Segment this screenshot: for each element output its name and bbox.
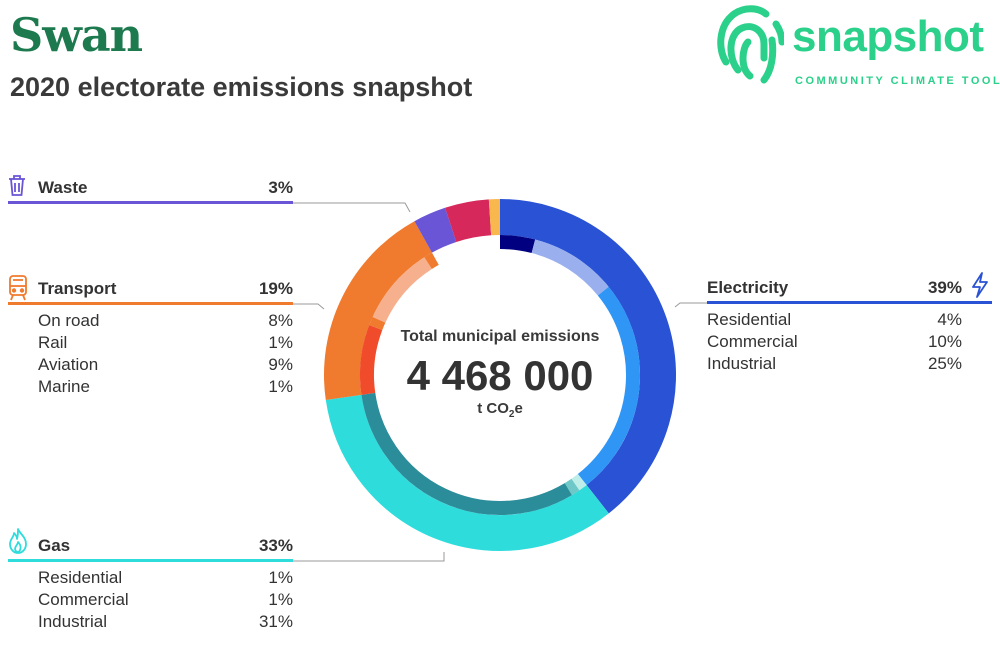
donut-subslice-transport-2	[372, 257, 433, 323]
transport-connector	[293, 303, 325, 310]
gas-title: Gas	[38, 536, 71, 555]
donut-subslice-gas-0	[571, 474, 587, 491]
waste-rule	[8, 201, 293, 204]
donut-subslice-electricity-2	[577, 286, 640, 486]
donut-subslice-transport-1	[369, 316, 386, 331]
donut-subslice-electricity-1	[531, 239, 609, 296]
list-item: Residential 4%	[707, 310, 962, 329]
transport-rule	[8, 302, 293, 305]
list-item: On road 8%	[38, 311, 293, 330]
donut-subslice-gas-2	[361, 392, 572, 515]
donut-center: Total municipal emissions 4 468 000 t CO…	[385, 328, 615, 420]
fingerprint-icon	[717, 5, 784, 84]
donut-subslice-gas-1	[564, 478, 580, 496]
list-item: Commercial 1%	[38, 590, 293, 609]
emissions-unit: t CO2e	[477, 400, 523, 420]
lightning-icon	[972, 272, 988, 298]
electricity-connector	[674, 302, 707, 308]
snapshot-logo[interactable]: snapshot COMMUNITY CLIMATE TOOL	[712, 0, 1000, 92]
donut-subslice-electricity-0	[499, 235, 536, 254]
list-item: Commercial 10%	[707, 332, 962, 351]
list-item: Aviation 9%	[38, 355, 293, 374]
page-title: Swan	[10, 8, 143, 62]
train-icon	[9, 275, 27, 301]
gas-rule	[8, 559, 293, 562]
donut-subslice-transport-0	[360, 325, 383, 395]
waste-connector	[293, 202, 411, 213]
list-item: Residential 1%	[38, 568, 293, 587]
donut-slice-waste	[414, 207, 457, 253]
waste-title: Waste	[38, 178, 88, 197]
total-emissions-value: 4 468 000	[406, 352, 594, 399]
list-item: Marine 1%	[38, 377, 293, 396]
trash-icon	[9, 175, 25, 196]
list-item: Rail 1%	[38, 333, 293, 352]
waste-percent: 3%	[268, 178, 293, 197]
transport-percent: 19%	[258, 279, 293, 298]
logo-tagline: COMMUNITY CLIMATE TOOL	[795, 75, 1000, 87]
transport-title: Transport	[38, 279, 117, 298]
list-item: Industrial 25%	[707, 354, 962, 373]
donut-slice-electricity	[499, 199, 676, 514]
donut-subslice-transport-3	[424, 252, 439, 270]
gas-percent: 33%	[258, 536, 293, 555]
donut-slice-other	[445, 199, 492, 243]
donut-slice-gas	[325, 394, 609, 551]
list-item: Industrial 31%	[38, 612, 293, 631]
page-subtitle: 2020 electorate emissions snapshot	[10, 72, 473, 102]
electricity-title: Electricity	[707, 278, 789, 297]
center-label: Total municipal emissions	[400, 328, 600, 345]
flame-icon	[9, 528, 27, 554]
electricity-percent: 39%	[927, 278, 962, 297]
gas-connector	[293, 552, 445, 562]
electricity-rule	[707, 301, 992, 304]
donut-slice-transport	[324, 221, 433, 401]
logo-wordmark: snapshot	[792, 12, 984, 61]
